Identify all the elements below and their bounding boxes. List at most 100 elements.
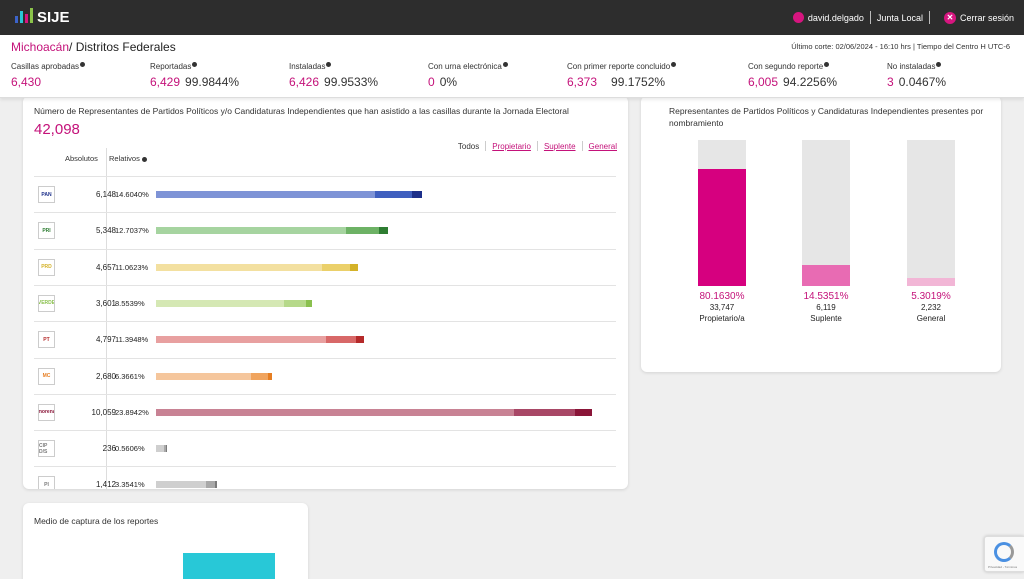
absolute-value: 236 xyxy=(102,444,116,454)
pt-logo-icon: PT xyxy=(38,331,55,349)
info-icon[interactable] xyxy=(502,62,508,67)
appointment-count: 6,119 xyxy=(816,303,836,312)
table-row: PRI 5,348 12.7037% xyxy=(34,212,616,248)
morena-logo-icon: morena xyxy=(38,403,55,421)
info-icon[interactable] xyxy=(824,62,830,67)
appointment-bar[interactable] xyxy=(907,140,955,286)
filter-substitute[interactable]: Suplente xyxy=(543,141,576,151)
logout-icon[interactable]: ✕ xyxy=(943,11,956,24)
owner-segment xyxy=(156,445,165,453)
appointment-bar[interactable] xyxy=(698,140,746,286)
info-icon[interactable] xyxy=(141,156,147,162)
appointment-count: 2,232 xyxy=(920,303,942,312)
info-icon[interactable] xyxy=(80,62,86,67)
relative-value: 0.5606% xyxy=(115,444,145,454)
user-icon xyxy=(792,12,804,23)
info-icon[interactable] xyxy=(936,62,942,67)
substitute-segment xyxy=(164,445,166,453)
stat-reported: Reportadas 6,429 99.9844% xyxy=(150,62,240,89)
breadcrumb-section: / Distritos Federales xyxy=(69,40,176,54)
general-segment xyxy=(349,263,358,271)
representatives-bar[interactable] xyxy=(156,372,273,380)
cutoff-time: Último corte: 02/06/2024 - 16:10 hrs | T… xyxy=(791,42,1010,51)
owner-segment xyxy=(156,408,514,416)
substitute-segment xyxy=(206,481,215,489)
appointment-bar-fill xyxy=(907,278,955,286)
breadcrumb-state[interactable]: Michoacán xyxy=(11,40,70,54)
general-segment xyxy=(214,481,218,489)
absolute-value: 6,148 xyxy=(95,190,116,199)
sije-logo-icon[interactable] xyxy=(15,8,33,23)
representatives-bar[interactable] xyxy=(156,299,313,307)
table-row: VERDE 3,601 8.5539% xyxy=(34,284,616,321)
absolute-value: 3,601 xyxy=(95,298,116,308)
substitute-segment xyxy=(251,372,268,380)
pvem-logo-icon: VERDE xyxy=(38,294,55,312)
table-row: morena 10,059 23.8942% xyxy=(34,393,616,430)
top-nav: david.delgado Junta Local ✕ Cerrar sesió… xyxy=(792,0,1014,35)
appointment-type: Propietario/a xyxy=(699,314,745,323)
representatives-bar[interactable] xyxy=(156,481,218,489)
relative-value: 11.3948% xyxy=(115,335,149,345)
nav-divider xyxy=(928,11,930,24)
general-segment xyxy=(267,372,273,380)
column-divider xyxy=(106,148,107,489)
representatives-bar[interactable] xyxy=(156,445,167,453)
recaptcha-text: Privacidad - Términos xyxy=(988,565,1018,569)
substitute-segment xyxy=(346,227,379,235)
filter-links: Todos Propietario Suplente General xyxy=(458,141,617,151)
stat-approved: Casillas aprobadas 6,430 xyxy=(11,62,86,89)
logout-button[interactable]: Cerrar sesión xyxy=(959,12,1014,23)
representatives-bar[interactable] xyxy=(156,263,358,271)
prd-logo-icon: PRD xyxy=(38,258,55,276)
info-icon[interactable] xyxy=(326,62,332,67)
appointment-title: Representantes de Partidos Políticos y C… xyxy=(669,106,984,128)
stat-not-installed: No instaladas 3 0.0467% xyxy=(887,62,947,89)
info-icon[interactable] xyxy=(192,62,198,67)
breadcrumb: Michoacán/ Distritos Federales xyxy=(11,40,176,54)
appointment-bar[interactable] xyxy=(802,140,850,286)
appointment-bar-fill xyxy=(698,168,746,286)
absolute-value: 1,412 xyxy=(95,480,116,489)
appointment-bar-label: 14.5351% 6,119 Suplente xyxy=(786,291,866,324)
substitute-segment xyxy=(283,299,306,307)
info-icon[interactable] xyxy=(671,62,677,67)
appointment-card: Representantes de Partidos Políticos y C… xyxy=(641,96,1001,372)
filter-owner[interactable]: Propietario xyxy=(492,141,531,151)
capture-bar xyxy=(183,553,275,579)
relative-value: 6.3661% xyxy=(115,371,145,381)
relative-value: 12.7037% xyxy=(115,226,149,236)
absolute-value: 4,797 xyxy=(95,335,116,345)
substitute-segment xyxy=(326,336,356,344)
absolute-value: 2,680 xyxy=(95,371,116,381)
absolute-value: 5,348 xyxy=(95,226,116,236)
general-segment xyxy=(378,227,388,235)
pri-logo-icon: PRI xyxy=(38,222,55,240)
stat-installed: Instaladas 6,426 99.9533% xyxy=(289,62,379,89)
representatives-bar[interactable] xyxy=(156,336,364,344)
general-segment xyxy=(305,299,313,307)
nav-divider xyxy=(869,11,871,24)
representatives-bar[interactable] xyxy=(156,227,388,235)
absolute-value: 4,657 xyxy=(95,262,116,272)
representatives-title: Número de Representantes de Partidos Pol… xyxy=(34,106,569,116)
stat-second-report: Con segundo reporte 6,005 94.2256% xyxy=(748,62,838,89)
representatives-bar[interactable] xyxy=(156,191,423,198)
table-row: PRD 4,657 11.0623% xyxy=(34,248,616,285)
username[interactable]: david.delgado xyxy=(807,12,864,23)
recaptcha-badge[interactable]: Privacidad - Términos xyxy=(984,536,1024,572)
appointment-pct: 5.3019% xyxy=(911,291,951,302)
absolute-value: 10,059 xyxy=(91,407,116,417)
representatives-bar[interactable] xyxy=(156,408,592,416)
summary-header: Michoacán/ Distritos Federales Último co… xyxy=(0,35,1024,98)
top-bar: SIJE david.delgado Junta Local ✕ Cerrar … xyxy=(0,0,1024,35)
general-segment xyxy=(574,408,592,416)
filter-general[interactable]: General xyxy=(588,141,617,151)
capture-title: Medio de captura de los reportes xyxy=(34,516,159,526)
relative-value: 11.0623% xyxy=(115,262,149,272)
stat-electronic-urn: Con urna electrónica 0 0% xyxy=(428,62,508,89)
filter-all[interactable]: Todos xyxy=(457,141,480,151)
appointment-type: General xyxy=(916,314,946,323)
pan-logo-icon: PAN xyxy=(38,186,55,203)
owner-segment xyxy=(156,299,284,307)
